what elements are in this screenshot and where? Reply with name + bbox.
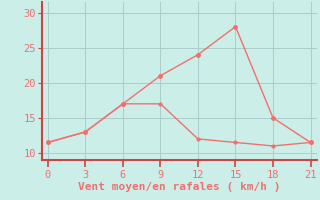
- X-axis label: Vent moyen/en rafales ( km/h ): Vent moyen/en rafales ( km/h ): [78, 183, 280, 192]
